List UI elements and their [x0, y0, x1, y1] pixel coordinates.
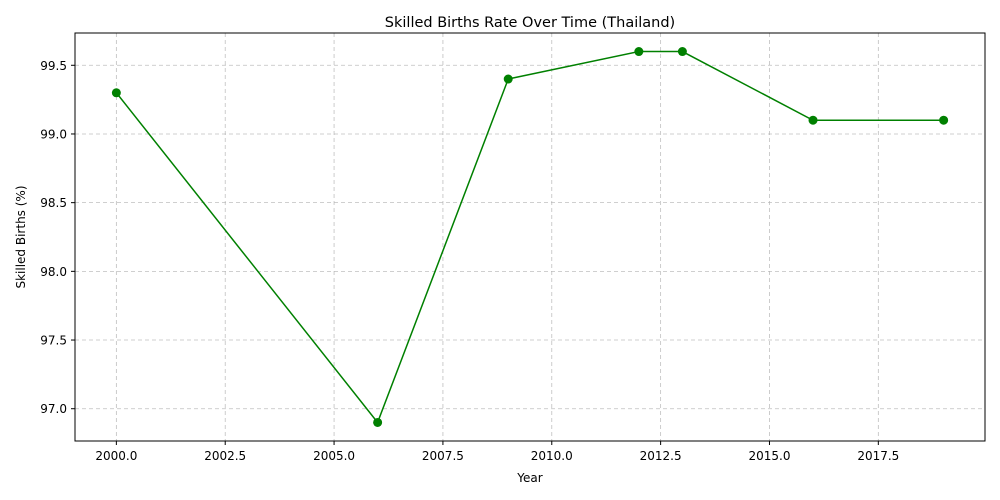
plot-area-frame — [74, 32, 986, 442]
x-tick-label: 2000.0 — [95, 449, 137, 463]
data-point — [111, 88, 121, 98]
y-tick-label: 97.0 — [40, 402, 67, 416]
y-tick-label: 99.0 — [40, 127, 67, 141]
chart-title: Skilled Births Rate Over Time (Thailand) — [385, 15, 675, 31]
data-point — [634, 47, 644, 57]
x-tick-label: 2012.5 — [640, 449, 682, 463]
y-axis-label: Skilled Births (%) — [14, 185, 28, 288]
x-tick-label: 2010.0 — [531, 449, 573, 463]
series-layer — [111, 47, 949, 427]
data-point — [939, 115, 949, 125]
y-tick-label: 98.5 — [40, 196, 67, 210]
x-tick-label: 2005.0 — [313, 449, 355, 463]
y-tick-label: 98.0 — [40, 265, 67, 279]
grid-lines — [75, 33, 985, 441]
x-tick-label: 2002.5 — [204, 449, 246, 463]
y-tick-label: 97.5 — [40, 334, 67, 348]
x-tick-label: 2017.5 — [857, 449, 899, 463]
data-point — [373, 417, 383, 427]
data-point — [677, 47, 687, 57]
y-tick-label: 99.5 — [40, 59, 67, 73]
axis-ticks: 2000.0 2002.5 2005.0 2007.5 2010.0 2012.5 2015… — [40, 59, 899, 463]
data-point — [808, 115, 818, 125]
data-point — [503, 74, 513, 84]
x-axis-label: Year — [516, 471, 542, 485]
x-tick-label: 2007.5 — [422, 449, 464, 463]
x-tick-label: 2015.0 — [748, 449, 790, 463]
